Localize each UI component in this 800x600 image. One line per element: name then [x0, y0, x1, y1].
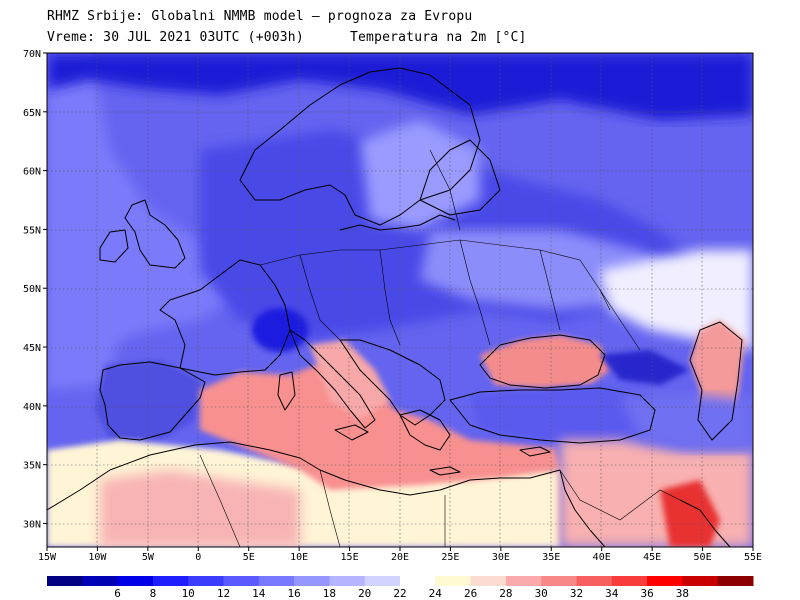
lon-label: 35E: [542, 552, 560, 563]
colorbar-swatch: [258, 576, 295, 586]
colorbar-label: 26: [464, 587, 477, 600]
colorbar-label: 8: [150, 587, 157, 600]
lon-label: 55E: [744, 552, 762, 563]
colorbar-label: 14: [252, 587, 266, 600]
lon-label: 15W: [38, 552, 57, 563]
colorbar-swatch: [717, 576, 754, 586]
colorbar-labels: 6 8 10 12 14 16 18 20 22 24 26 28 30 32 34 36 38: [114, 587, 689, 600]
colorbar-swatch: [505, 576, 542, 586]
lon-label: 0: [195, 552, 201, 563]
colorbar-swatch: [470, 576, 507, 586]
field-layer: [47, 53, 753, 547]
chart-title: RHMZ Srbije: Globalni NMMB model — progn…: [47, 9, 473, 24]
colorbar-label: 12: [217, 587, 230, 600]
colorbar-swatch: [541, 576, 577, 586]
colorbar-label: 24: [429, 587, 443, 600]
mediterranean-field: [200, 360, 560, 490]
lon-label: 45E: [643, 552, 661, 563]
colorbar-label: 38: [676, 587, 689, 600]
colorbar-swatch: [152, 576, 189, 586]
lat-label: 45N: [23, 343, 41, 354]
adriatic-field: [310, 340, 390, 420]
colorbar-label: 10: [182, 587, 195, 600]
alps-field: [252, 308, 308, 352]
lon-label: 25E: [441, 552, 459, 563]
colorbar-swatch: [117, 576, 154, 586]
anatolia-field: [470, 385, 660, 445]
lat-label: 40N: [23, 402, 41, 413]
gulf-hotspot-field: [660, 480, 720, 547]
colorbar-label: 22: [393, 587, 406, 600]
colorbar-label: 18: [323, 587, 336, 600]
lon-label: 20E: [391, 552, 409, 563]
lat-label: 35N: [23, 461, 41, 472]
colorbar-label: 30: [535, 587, 548, 600]
lon-label: 5W: [142, 552, 155, 563]
colorbar-label: 28: [499, 587, 512, 600]
colorbar-swatch: [682, 576, 719, 586]
middle-east-field: [560, 440, 753, 547]
colorbar-swatch: [82, 576, 119, 586]
lat-label: 60N: [23, 167, 41, 178]
iberia-field: [95, 360, 200, 440]
lon-label: 10W: [88, 552, 107, 563]
colorbar-label: 16: [287, 587, 300, 600]
lon-label: 5E: [243, 552, 255, 563]
graticule: [47, 53, 753, 547]
colorbar-swatch: [47, 576, 83, 586]
caucasus-field: [600, 350, 690, 385]
lat-label: 50N: [23, 284, 41, 295]
colorbar: [47, 576, 754, 586]
colorbar-label: 36: [640, 587, 653, 600]
lat-label: 70N: [23, 49, 41, 60]
colorbar-label: 20: [358, 587, 371, 600]
lon-label: 30E: [492, 552, 510, 563]
colorbar-swatch: [576, 576, 613, 586]
longitude-labels: 15W 10W 5W 0 5E 10E 15E 20E 25E 30E 35E 40E 45E 50E 55…: [38, 547, 762, 563]
colorbar-swatch: [400, 576, 436, 586]
colorbar-label: 32: [570, 587, 583, 600]
colorbar-swatch: [647, 576, 683, 586]
lon-label: 10E: [290, 552, 308, 563]
latitude-labels: 30N 35N 40N 45N 50N 55N 60N 65N 70N: [23, 49, 47, 530]
colorbar-swatch: [435, 576, 472, 586]
colorbar-swatch: [188, 576, 224, 586]
lat-label: 55N: [23, 225, 41, 236]
colorbar-swatch: [223, 576, 260, 586]
borders: [199, 149, 681, 547]
lon-label: 15E: [341, 552, 359, 563]
colorbar-swatch: [329, 576, 366, 586]
colorbar-swatch: [294, 576, 330, 586]
colorbar-swatch: [611, 576, 648, 586]
lat-label: 65N: [23, 108, 41, 119]
colorbar-label: 6: [114, 587, 121, 600]
maghreb-field: [100, 470, 300, 547]
colorbar-swatch: [364, 576, 401, 586]
atlantic-field: [47, 53, 230, 390]
lat-label: 30N: [23, 519, 41, 530]
forecast-time: Vreme: 30 JUL 2021 03UTC (+003h): [47, 30, 304, 45]
colorbar-label: 34: [605, 587, 619, 600]
variable-label: Temperatura na 2m [°C]: [350, 30, 527, 45]
lon-label: 50E: [694, 552, 712, 563]
lon-label: 40E: [593, 552, 611, 563]
